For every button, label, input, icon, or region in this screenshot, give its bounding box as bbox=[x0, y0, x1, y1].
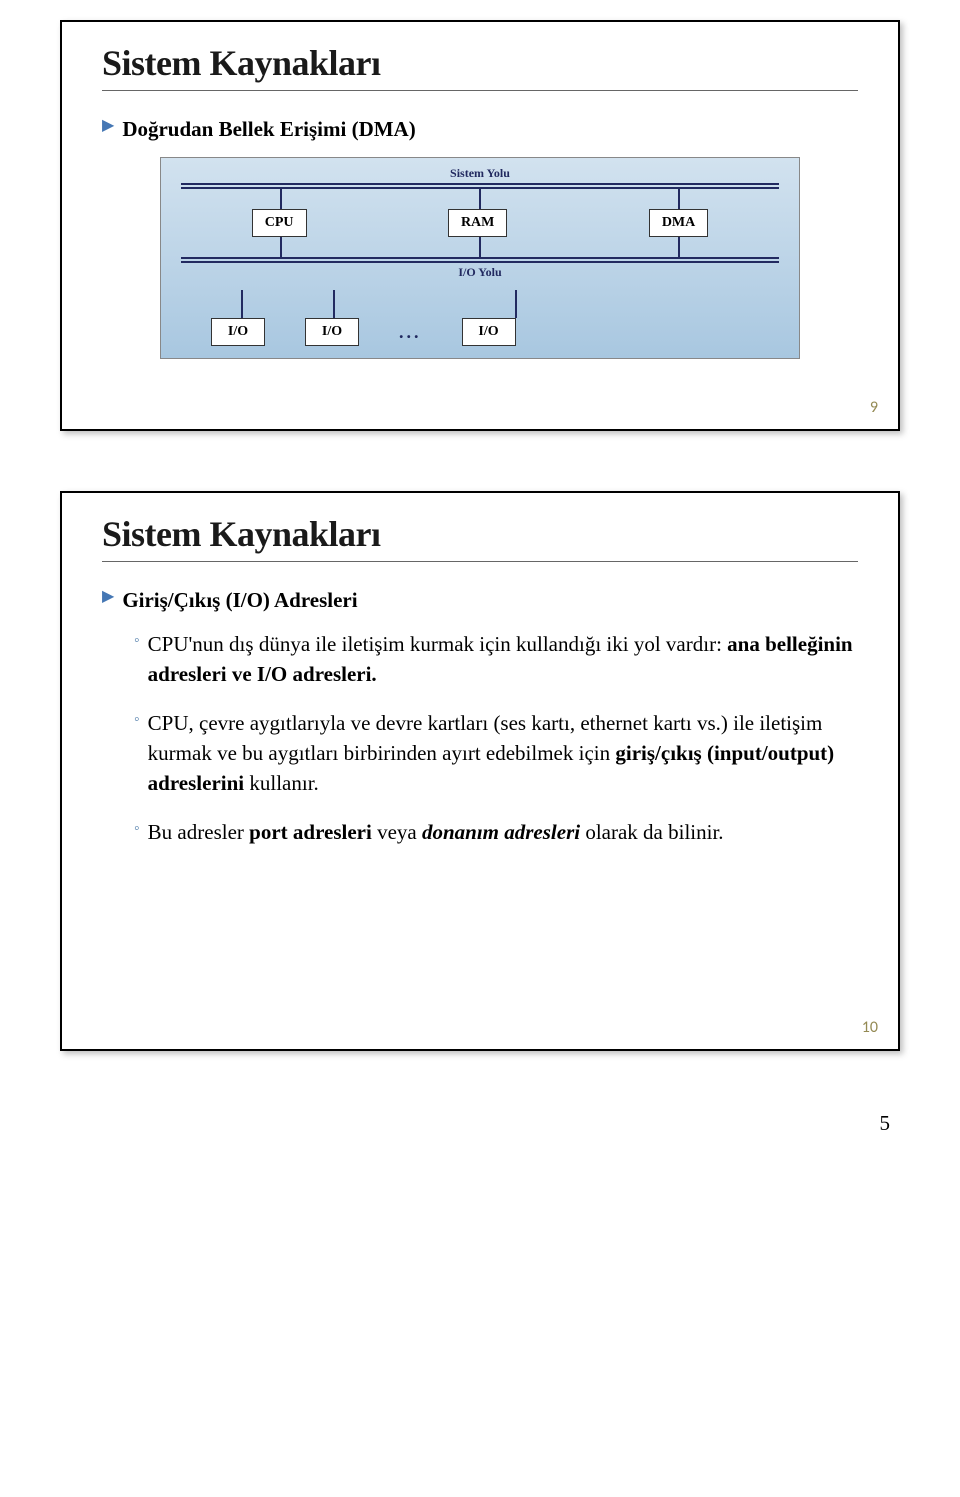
text-span: olarak da bilinir. bbox=[580, 820, 723, 844]
tap bbox=[678, 237, 680, 257]
slide-title: Sistem Kaynakları bbox=[102, 42, 858, 84]
bullet-text: Doğrudan Bellek Erişimi (DMA) bbox=[122, 115, 415, 143]
sub-text: Bu adresler port adresleri veya donanım … bbox=[148, 817, 724, 847]
tap bbox=[479, 237, 481, 257]
text-span: veya bbox=[372, 820, 422, 844]
title-rule bbox=[102, 90, 858, 91]
tap bbox=[241, 290, 243, 318]
ellipsis: ... bbox=[399, 322, 422, 343]
bold-span: port adresleri bbox=[249, 820, 372, 844]
text-span: kullanır. bbox=[249, 771, 318, 795]
sub-text: CPU'nun dış dünya ile iletişim kurmak iç… bbox=[148, 629, 858, 690]
node-io: I/O bbox=[305, 318, 359, 346]
slide-number: 10 bbox=[862, 1018, 878, 1037]
node-io: I/O bbox=[211, 318, 265, 346]
slide-number: 9 bbox=[870, 398, 878, 417]
upper-tap-row bbox=[181, 189, 779, 209]
tap bbox=[280, 189, 282, 209]
bullet-item: ▶ Giriş/Çıkış (I/O) Adresleri bbox=[102, 586, 858, 614]
text-span: Bu adresler bbox=[148, 820, 249, 844]
bullet-marker-icon: ▶ bbox=[102, 115, 114, 143]
node-io: I/O bbox=[462, 318, 516, 346]
tap bbox=[678, 189, 680, 209]
lower-bus-rail bbox=[181, 257, 779, 263]
sub-bullet: ◦ CPU'nun dış dünya ile iletişim kurmak … bbox=[134, 629, 858, 690]
mid-tap-row bbox=[181, 237, 779, 257]
node-dma: DMA bbox=[649, 209, 708, 237]
sub-bullet: ◦ CPU, çevre aygıtlarıyla ve devre kartl… bbox=[134, 708, 858, 799]
io-tap-row bbox=[181, 290, 779, 318]
io-box-row: I/O I/O ... I/O bbox=[181, 318, 779, 346]
upper-box-row: CPU RAM DMA bbox=[181, 209, 779, 237]
sub-marker-icon: ◦ bbox=[134, 817, 140, 847]
slide-title: Sistem Kaynakları bbox=[102, 513, 858, 555]
bullet-item: ▶ Doğrudan Bellek Erişimi (DMA) bbox=[102, 115, 858, 143]
sub-text: CPU, çevre aygıtlarıyla ve devre kartlar… bbox=[148, 708, 858, 799]
tap bbox=[515, 290, 517, 318]
sub-marker-icon: ◦ bbox=[134, 708, 140, 799]
text-span: CPU'nun dış dünya ile iletişim kurmak iç… bbox=[148, 632, 727, 656]
slide-9: Sistem Kaynakları ▶ Doğrudan Bellek Eriş… bbox=[60, 20, 900, 431]
tap bbox=[479, 189, 481, 209]
lower-bus-label: I/O Yolu bbox=[181, 265, 779, 280]
node-cpu: CPU bbox=[252, 209, 307, 237]
node-ram: RAM bbox=[448, 209, 507, 237]
upper-bus-label: Sistem Yolu bbox=[181, 166, 779, 181]
bus-diagram: Sistem Yolu CPU RAM DMA I/O Yolu bbox=[160, 157, 800, 359]
sub-marker-icon: ◦ bbox=[134, 629, 140, 690]
tap bbox=[333, 290, 335, 318]
italic-span: donanım adresleri bbox=[422, 820, 580, 844]
tap bbox=[280, 237, 282, 257]
bullet-marker-icon: ▶ bbox=[102, 586, 114, 614]
bullet-text: Giriş/Çıkış (I/O) Adresleri bbox=[122, 586, 357, 614]
page-number: 5 bbox=[60, 1111, 900, 1136]
title-rule bbox=[102, 561, 858, 562]
sub-bullet: ◦ Bu adresler port adresleri veya donanı… bbox=[134, 817, 858, 847]
slide-10: Sistem Kaynakları ▶ Giriş/Çıkış (I/O) Ad… bbox=[60, 491, 900, 1051]
